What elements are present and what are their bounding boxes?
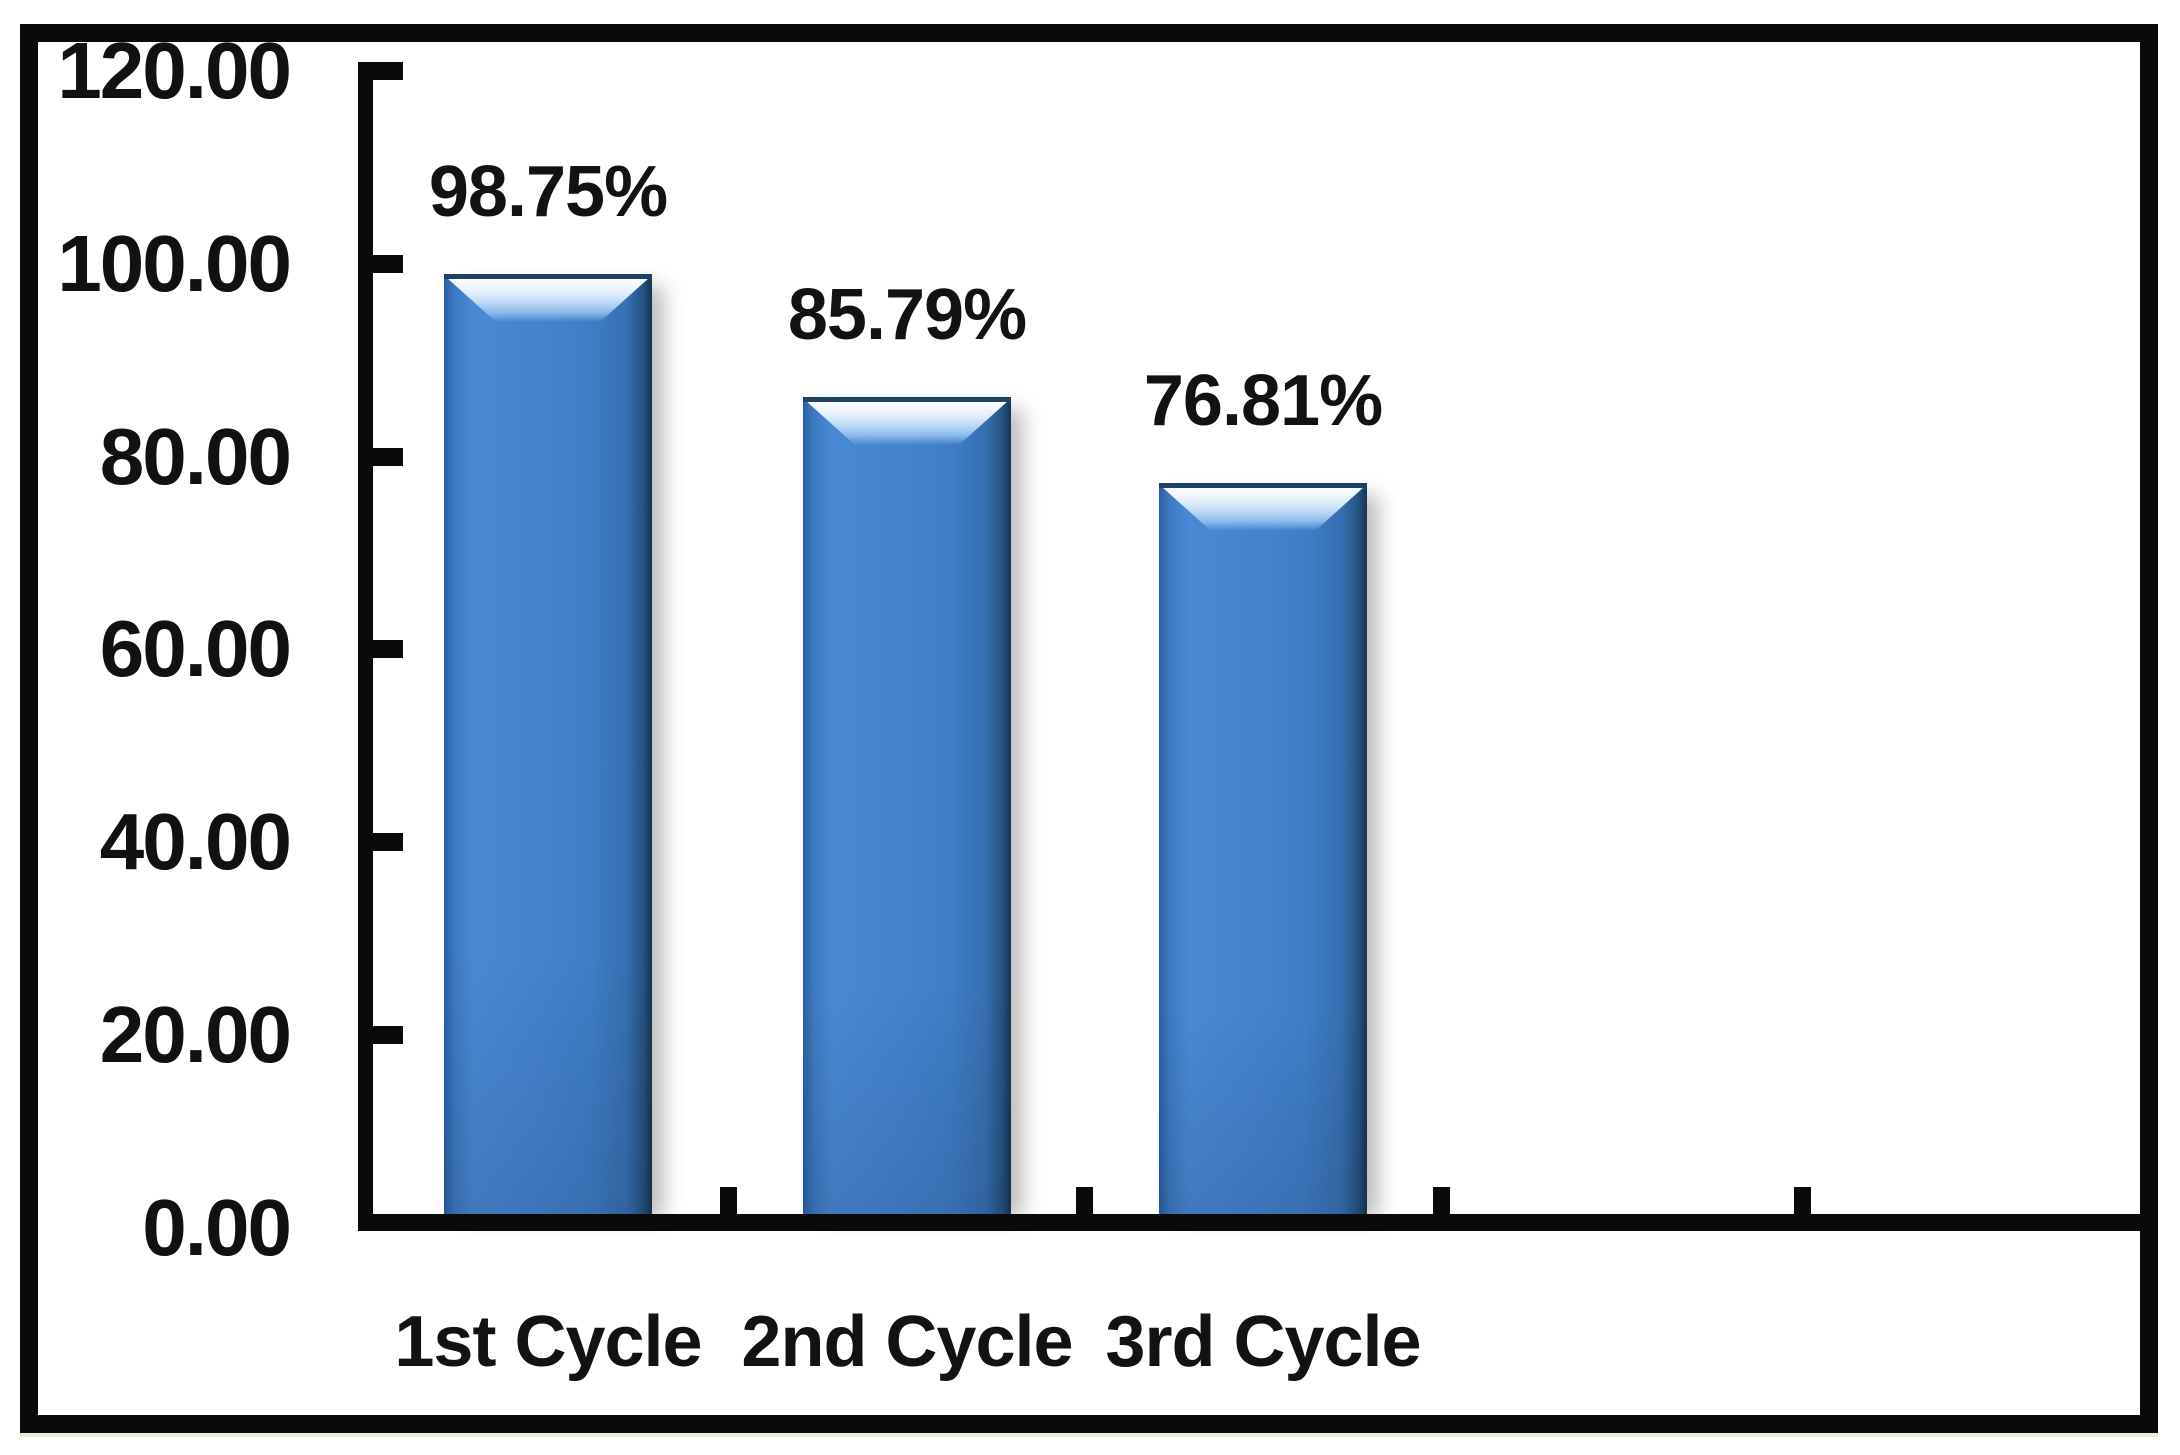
- y-axis-tick-label: 20.00: [99, 990, 292, 1079]
- bar-bevel-shine: [1163, 488, 1363, 531]
- bar-bevel-shine: [807, 402, 1007, 445]
- y-axis-tick-label: 40.00: [99, 797, 292, 886]
- bar-2nd-cycle: [803, 397, 1011, 1214]
- x-axis-tick-mark: [720, 1187, 737, 1214]
- y-axis-tick-label: 0.00: [142, 1183, 292, 1272]
- x-axis-tick-mark: [1076, 1187, 1093, 1214]
- bar-bevel-shine: [448, 279, 648, 322]
- y-axis-tick-label: 100.00: [57, 219, 292, 308]
- bar-data-label: 98.75%: [428, 152, 668, 232]
- x-axis-category-label: 1st Cycle: [394, 1302, 702, 1382]
- bar-1st-cycle: [444, 274, 652, 1214]
- x-axis-tick-mark: [1794, 1187, 1811, 1214]
- bar-data-label: 85.79%: [787, 275, 1027, 355]
- bar-data-label: 76.81%: [1143, 361, 1383, 441]
- bar-bevel-highlight: [444, 274, 652, 322]
- bar-bevel-highlight: [803, 397, 1011, 445]
- x-axis-category-label: 2nd Cycle: [741, 1302, 1073, 1382]
- x-axis-category-label: 3rd Cycle: [1105, 1302, 1421, 1382]
- y-axis-tick-label: 60.00: [99, 604, 292, 693]
- y-axis-tick-label: 80.00: [99, 412, 292, 501]
- y-axis-tick-label: 120.00: [57, 26, 292, 115]
- bar-bevel-highlight: [1159, 483, 1367, 531]
- x-axis-tick-mark: [1433, 1187, 1450, 1214]
- y-axis-line: [358, 62, 373, 1231]
- x-axis-line: [358, 1214, 2140, 1231]
- bar-3rd-cycle: [1159, 483, 1367, 1214]
